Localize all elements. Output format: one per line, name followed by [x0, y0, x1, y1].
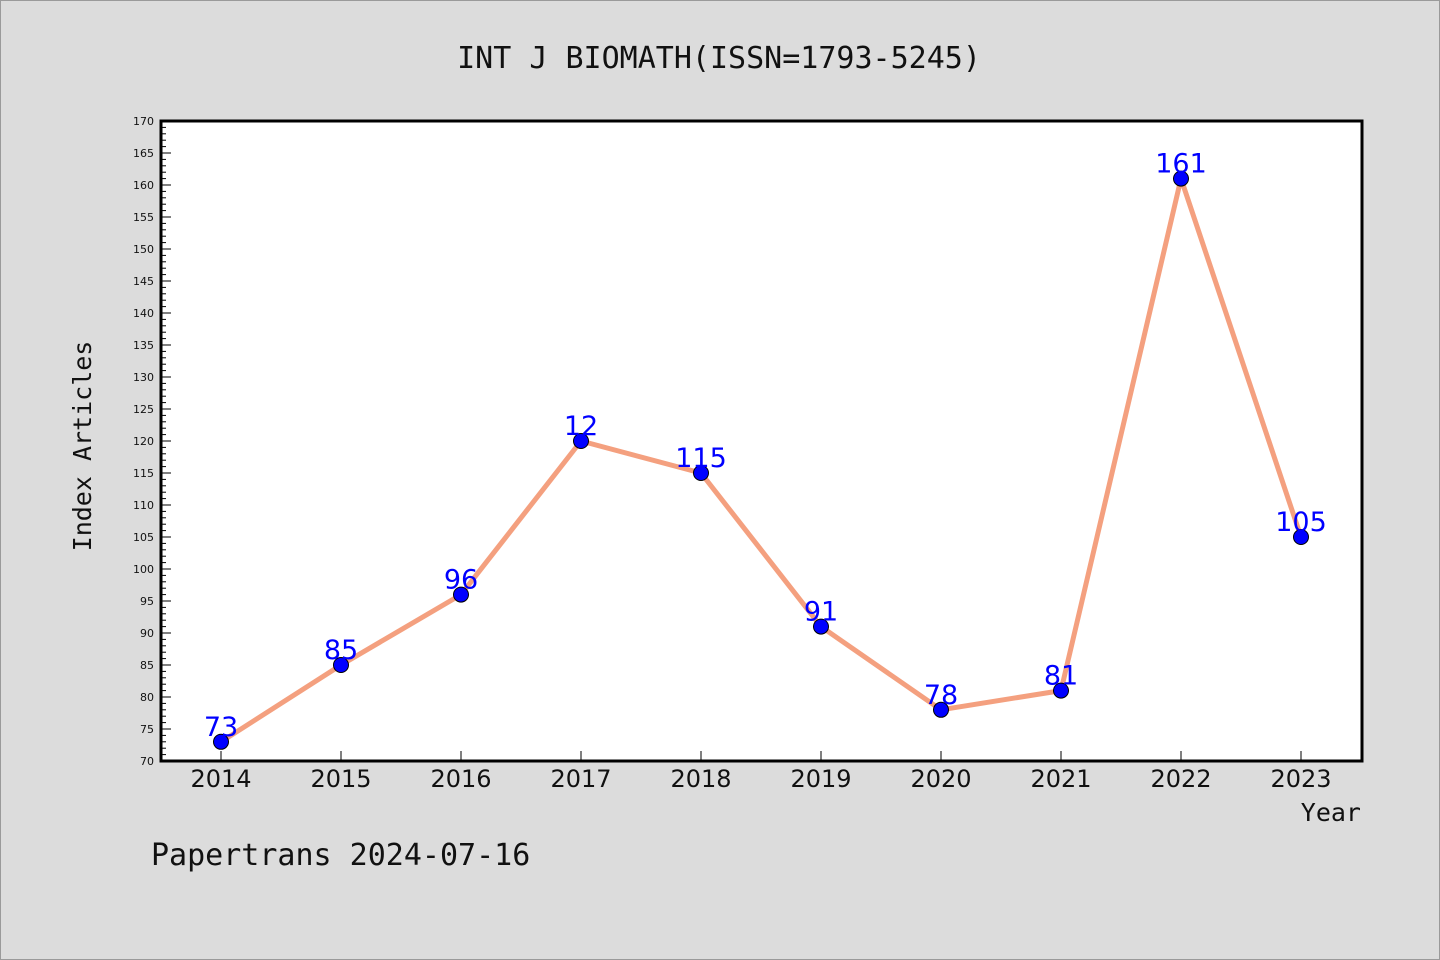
data-point [333, 657, 349, 673]
y-tick-label: 165 [133, 147, 154, 160]
chart-title: INT J BIOMATH(ISSN=1793-5245) [457, 41, 981, 76]
y-tick-label: 80 [140, 691, 154, 704]
data-label: 105 [1275, 507, 1327, 538]
y-tick-label: 155 [133, 211, 154, 224]
y-tick-label: 125 [133, 403, 154, 416]
y-axis: 70 75 80 85 90 95 100 105 110 115 120 125 130 135 140 1… [133, 115, 171, 768]
x-tick-label: 2015 [310, 765, 371, 793]
y-tick-label: 115 [133, 467, 154, 480]
y-tick-label: 135 [133, 339, 154, 352]
x-tick-label: 2022 [1150, 765, 1211, 793]
y-tick-label: 85 [140, 659, 154, 672]
y-tick-label: 95 [140, 595, 154, 608]
y-tick-label: 75 [140, 723, 154, 736]
data-point [453, 586, 469, 603]
y-tick-label: 130 [133, 371, 154, 384]
data-label: 12 [564, 411, 598, 442]
x-axis-label: Year [1301, 798, 1361, 827]
data-label: 115 [675, 443, 727, 474]
data-label: 81 [1044, 661, 1078, 692]
data-point [1293, 529, 1309, 545]
y-tick-label: 160 [133, 179, 154, 192]
data-label: 85 [324, 635, 358, 666]
data-point [693, 465, 709, 481]
x-tick-label: 2017 [550, 765, 611, 793]
data-label: 161 [1155, 149, 1207, 180]
data-label: 91 [804, 597, 838, 628]
data-point [1053, 682, 1069, 699]
y-tick-label: 140 [133, 307, 154, 320]
data-point [813, 618, 829, 635]
y-tick-label: 170 [133, 115, 154, 128]
x-tick-label: 2020 [910, 765, 971, 793]
data-label: 78 [924, 680, 958, 711]
series-line [219, 176, 1304, 744]
x-tick-label: 2018 [670, 765, 731, 793]
x-tick-label: 2023 [1270, 765, 1331, 793]
x-axis: 2014 2015 2016 2017 2018 2019 2020 2021 2022 2023 [190, 751, 1332, 793]
series-index-articles: 73 85 96 12 115 91 78 81 161 105 [204, 149, 1327, 750]
data-label: 73 [204, 712, 238, 743]
y-tick-label: 105 [133, 531, 154, 544]
data-point [573, 433, 589, 449]
y-tick-label: 110 [133, 499, 154, 512]
y-tick-label: 90 [140, 627, 154, 640]
data-point [1173, 170, 1189, 187]
x-tick-label: 2014 [190, 765, 251, 793]
y-tick-label: 70 [140, 755, 154, 768]
y-tick-label: 150 [133, 243, 154, 256]
data-label: 96 [444, 565, 478, 596]
y-tick-label: 100 [133, 563, 154, 576]
y-tick-label: 120 [133, 435, 154, 448]
x-tick-label: 2016 [430, 765, 491, 793]
footer-source-date: Papertrans 2024-07-16 [151, 838, 530, 873]
data-point [933, 701, 949, 718]
x-tick-label: 2021 [1030, 765, 1091, 793]
x-tick-label: 2019 [790, 765, 851, 793]
data-point [213, 733, 229, 750]
y-tick-label: 145 [133, 275, 154, 288]
y-axis-label: Index Articles [68, 341, 97, 552]
